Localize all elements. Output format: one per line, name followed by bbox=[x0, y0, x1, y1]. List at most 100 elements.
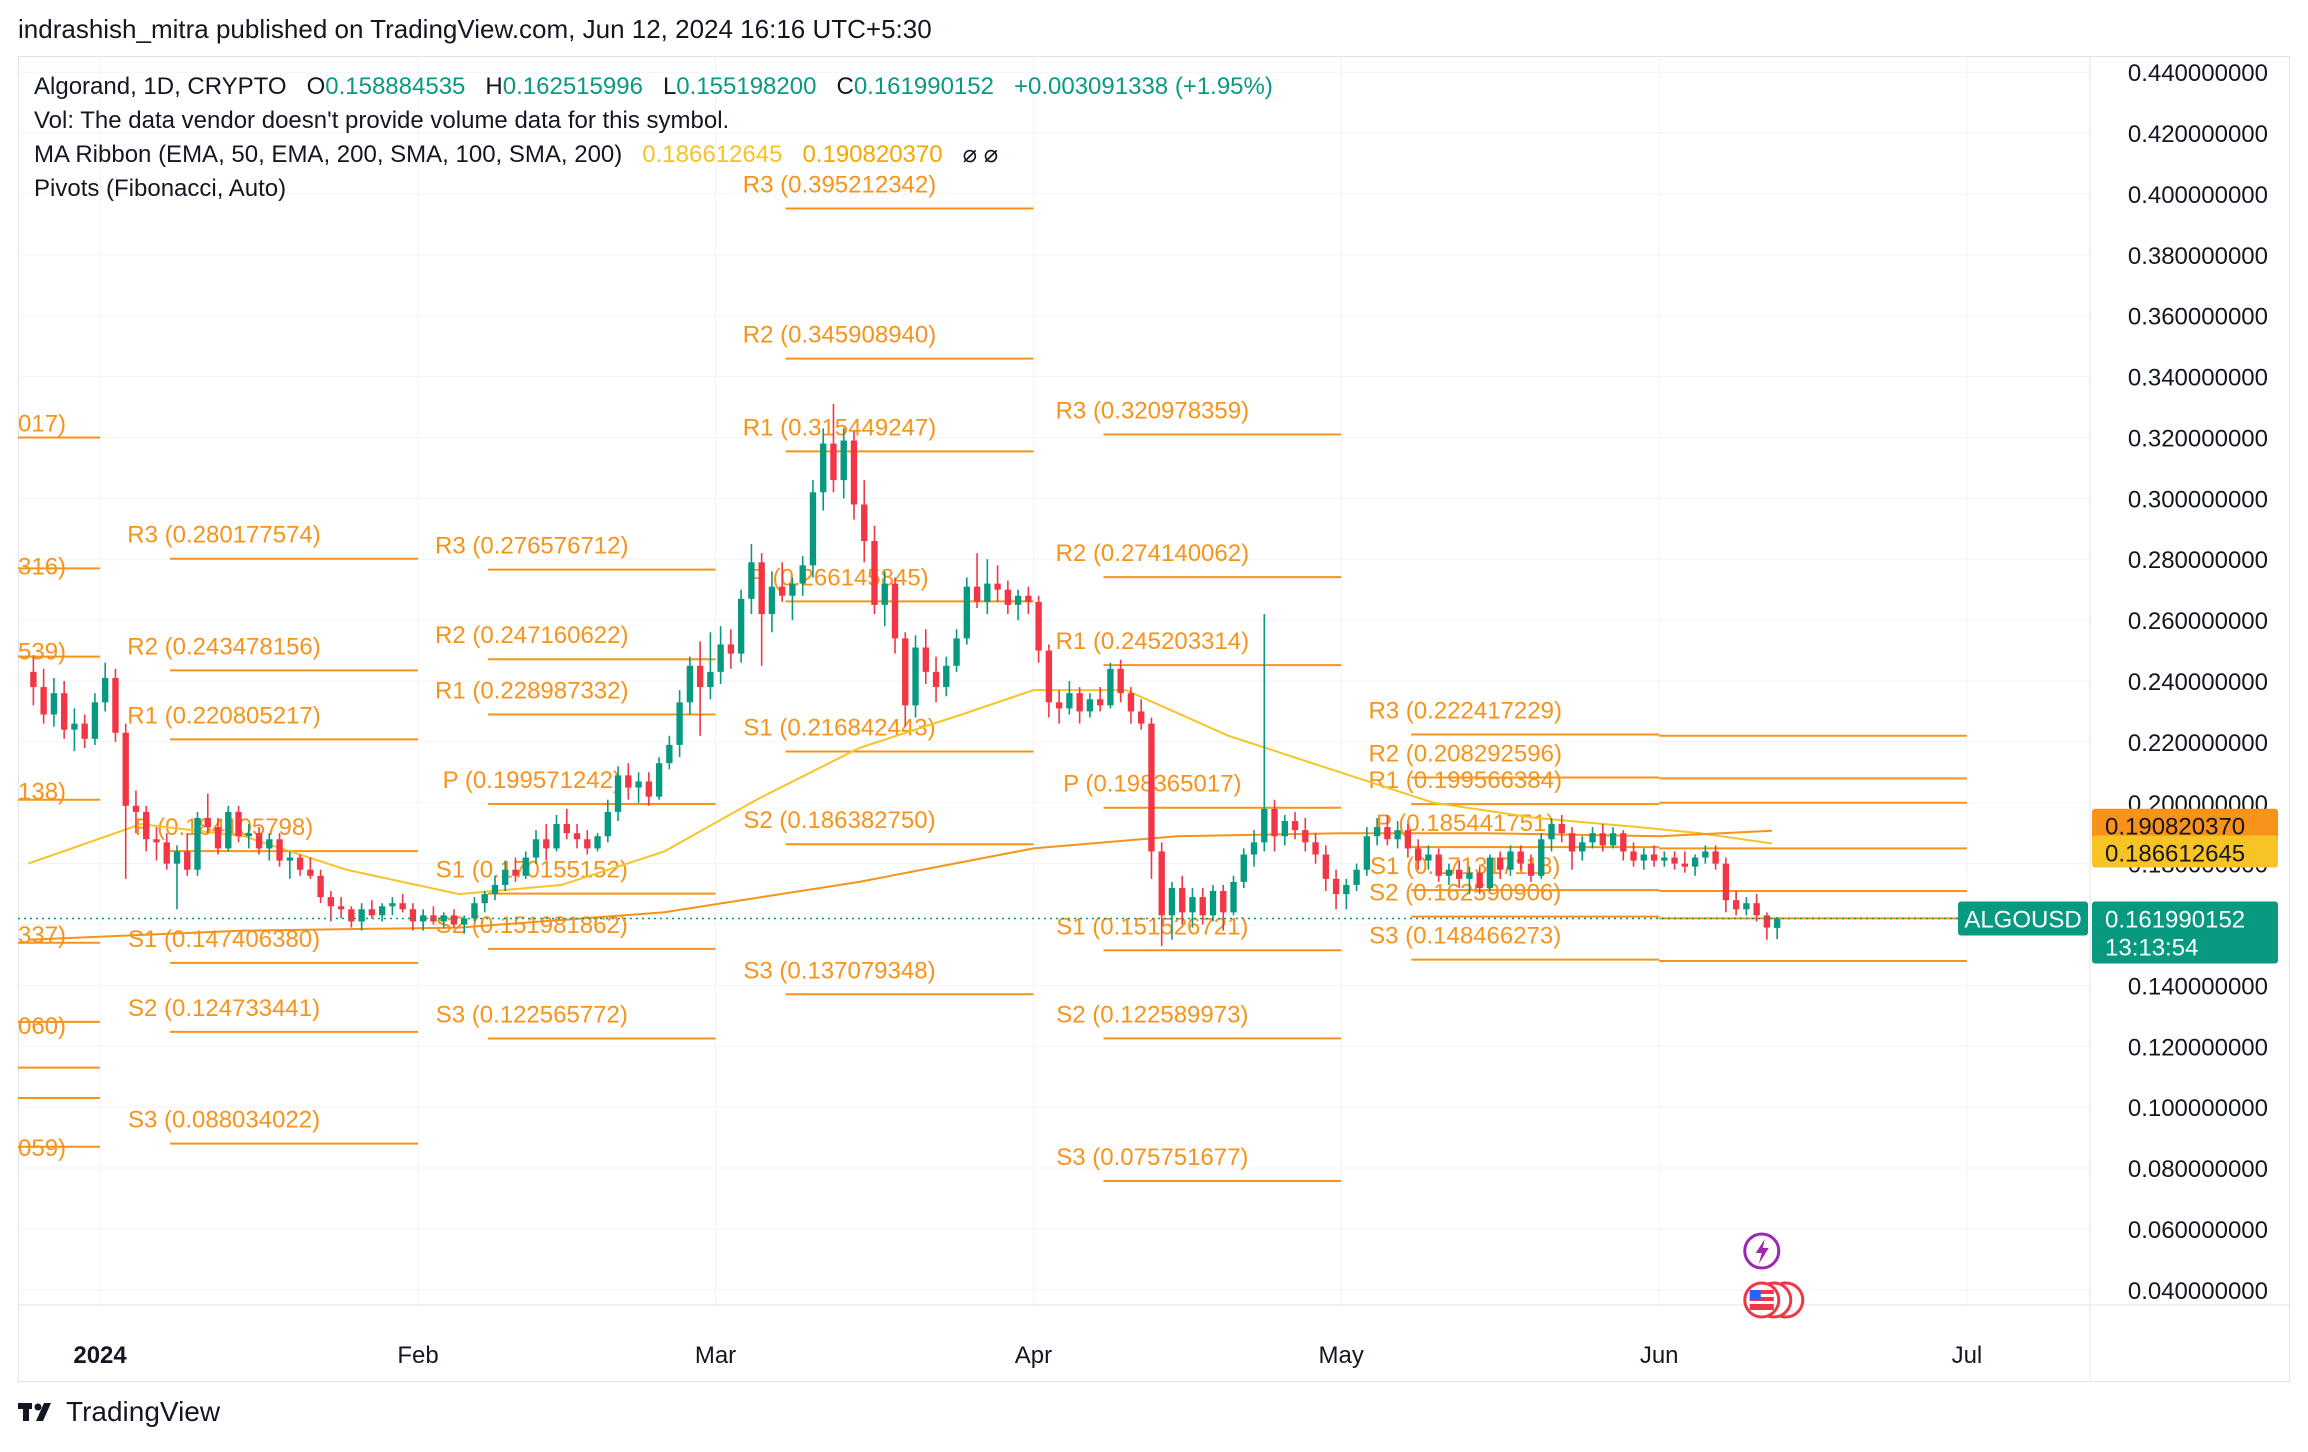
tradingview-brand[interactable]: TradingView bbox=[66, 1396, 221, 1427]
candle-body[interactable] bbox=[368, 909, 376, 916]
candle-body[interactable] bbox=[214, 827, 222, 849]
candle-body[interactable] bbox=[1404, 830, 1412, 849]
candle-body[interactable] bbox=[1055, 702, 1063, 709]
candle-body[interactable] bbox=[184, 851, 191, 870]
candle-body[interactable] bbox=[1650, 854, 1658, 861]
candle-body[interactable] bbox=[60, 693, 68, 730]
candle-body[interactable] bbox=[1343, 884, 1350, 895]
pivots-label[interactable]: Pivots (Fibonacci, Auto) bbox=[34, 175, 287, 202]
candle-body[interactable] bbox=[737, 598, 745, 654]
candle-body[interactable] bbox=[553, 824, 560, 849]
candle-body[interactable] bbox=[686, 665, 694, 703]
candle-body[interactable] bbox=[1107, 668, 1114, 706]
candle-body[interactable] bbox=[1230, 881, 1237, 913]
candle-body[interactable] bbox=[522, 857, 529, 876]
candle-body[interactable] bbox=[573, 833, 581, 840]
candle-body[interactable] bbox=[235, 811, 242, 837]
candle-body[interactable] bbox=[1630, 851, 1637, 861]
candle-body[interactable] bbox=[419, 915, 427, 922]
candle-body[interactable] bbox=[71, 723, 78, 730]
candle-body[interactable] bbox=[173, 851, 181, 864]
candle-body[interactable] bbox=[204, 817, 211, 828]
candle-body[interactable] bbox=[1045, 650, 1053, 703]
candle-body[interactable] bbox=[1322, 854, 1330, 879]
candle-body[interactable] bbox=[707, 671, 714, 688]
candle-body[interactable] bbox=[1497, 857, 1504, 870]
candle-body[interactable] bbox=[1209, 891, 1217, 916]
candle-body[interactable] bbox=[1394, 830, 1401, 840]
candle-body[interactable] bbox=[348, 909, 355, 922]
candle-body[interactable] bbox=[194, 817, 201, 870]
candle-body[interactable] bbox=[502, 869, 509, 885]
candle-body[interactable] bbox=[1568, 833, 1576, 852]
candle-body[interactable] bbox=[1558, 824, 1565, 834]
candle-body[interactable] bbox=[820, 443, 827, 493]
candle-body[interactable] bbox=[327, 897, 335, 907]
candle-body[interactable] bbox=[1691, 857, 1699, 867]
candle-body[interactable] bbox=[91, 702, 99, 739]
candle-body[interactable] bbox=[1004, 589, 1012, 605]
us-flag-icon[interactable] bbox=[1743, 1281, 1805, 1319]
candle-body[interactable] bbox=[532, 839, 540, 858]
candle-body[interactable] bbox=[963, 586, 970, 639]
candle-body[interactable] bbox=[1199, 897, 1206, 916]
candle-body[interactable] bbox=[922, 647, 929, 672]
candle-body[interactable] bbox=[717, 644, 724, 672]
candle-body[interactable] bbox=[40, 687, 47, 715]
candle-body[interactable] bbox=[225, 811, 232, 849]
candle-body[interactable] bbox=[563, 824, 570, 834]
candle-body[interactable] bbox=[450, 915, 458, 925]
candle-body[interactable] bbox=[840, 440, 847, 481]
candle-body[interactable] bbox=[1179, 887, 1186, 913]
candle-body[interactable] bbox=[1620, 833, 1627, 852]
candle-body[interactable] bbox=[1250, 842, 1258, 855]
candle-body[interactable] bbox=[143, 811, 150, 840]
candle-body[interactable] bbox=[1127, 693, 1135, 712]
candle-body[interactable] bbox=[1158, 851, 1165, 916]
candle-body[interactable] bbox=[1148, 723, 1155, 852]
candle-body[interactable] bbox=[1466, 872, 1473, 879]
candle-body[interactable] bbox=[1722, 863, 1730, 901]
candle-body[interactable] bbox=[696, 665, 704, 688]
candle-body[interactable] bbox=[1640, 854, 1647, 861]
ma-ribbon-label[interactable]: MA Ribbon (EMA, 50, EMA, 200, SMA, 100, … bbox=[34, 141, 623, 168]
candle-body[interactable] bbox=[1589, 833, 1596, 843]
candle-body[interactable] bbox=[491, 884, 499, 895]
event-icons[interactable] bbox=[1743, 1232, 1805, 1319]
candle-body[interactable] bbox=[1414, 848, 1422, 861]
symbol-label[interactable]: Algorand, 1D, CRYPTO bbox=[34, 73, 287, 100]
candle-body[interactable] bbox=[758, 562, 765, 615]
candle-body[interactable] bbox=[1066, 693, 1073, 709]
candle-body[interactable] bbox=[1117, 668, 1124, 694]
symbol-tag[interactable]: ALGOUSD bbox=[1958, 901, 2088, 936]
candle-body[interactable] bbox=[871, 540, 878, 605]
candle-body[interactable] bbox=[1763, 915, 1771, 928]
candle-body[interactable] bbox=[358, 909, 365, 922]
candle-body[interactable] bbox=[912, 647, 919, 706]
candle-body[interactable] bbox=[1538, 839, 1545, 876]
candle-body[interactable] bbox=[245, 833, 252, 837]
candle-body[interactable] bbox=[645, 781, 653, 797]
candle-body[interactable] bbox=[1579, 842, 1586, 852]
candle-body[interactable] bbox=[337, 906, 345, 910]
candle-body[interactable] bbox=[1281, 821, 1288, 837]
candle-body[interactable] bbox=[1220, 891, 1227, 913]
candle-body[interactable] bbox=[1476, 872, 1483, 888]
candle-body[interactable] bbox=[409, 909, 417, 922]
candle-body[interactable] bbox=[255, 833, 263, 849]
candle-body[interactable] bbox=[1425, 854, 1432, 861]
candle-body[interactable] bbox=[943, 665, 950, 688]
candle-body[interactable] bbox=[132, 805, 140, 812]
candle-body[interactable] bbox=[296, 857, 304, 870]
candle-body[interactable] bbox=[1435, 854, 1442, 876]
candle-body[interactable] bbox=[102, 677, 109, 703]
candle-body[interactable] bbox=[1240, 854, 1247, 882]
candle-body[interactable] bbox=[1014, 595, 1022, 605]
candle-body[interactable] bbox=[748, 562, 755, 599]
candle-body[interactable] bbox=[1076, 693, 1083, 712]
candle-body[interactable] bbox=[440, 915, 447, 922]
candle-body[interactable] bbox=[666, 744, 673, 764]
candle-body[interactable] bbox=[1138, 711, 1145, 724]
candle-body[interactable] bbox=[317, 875, 324, 898]
